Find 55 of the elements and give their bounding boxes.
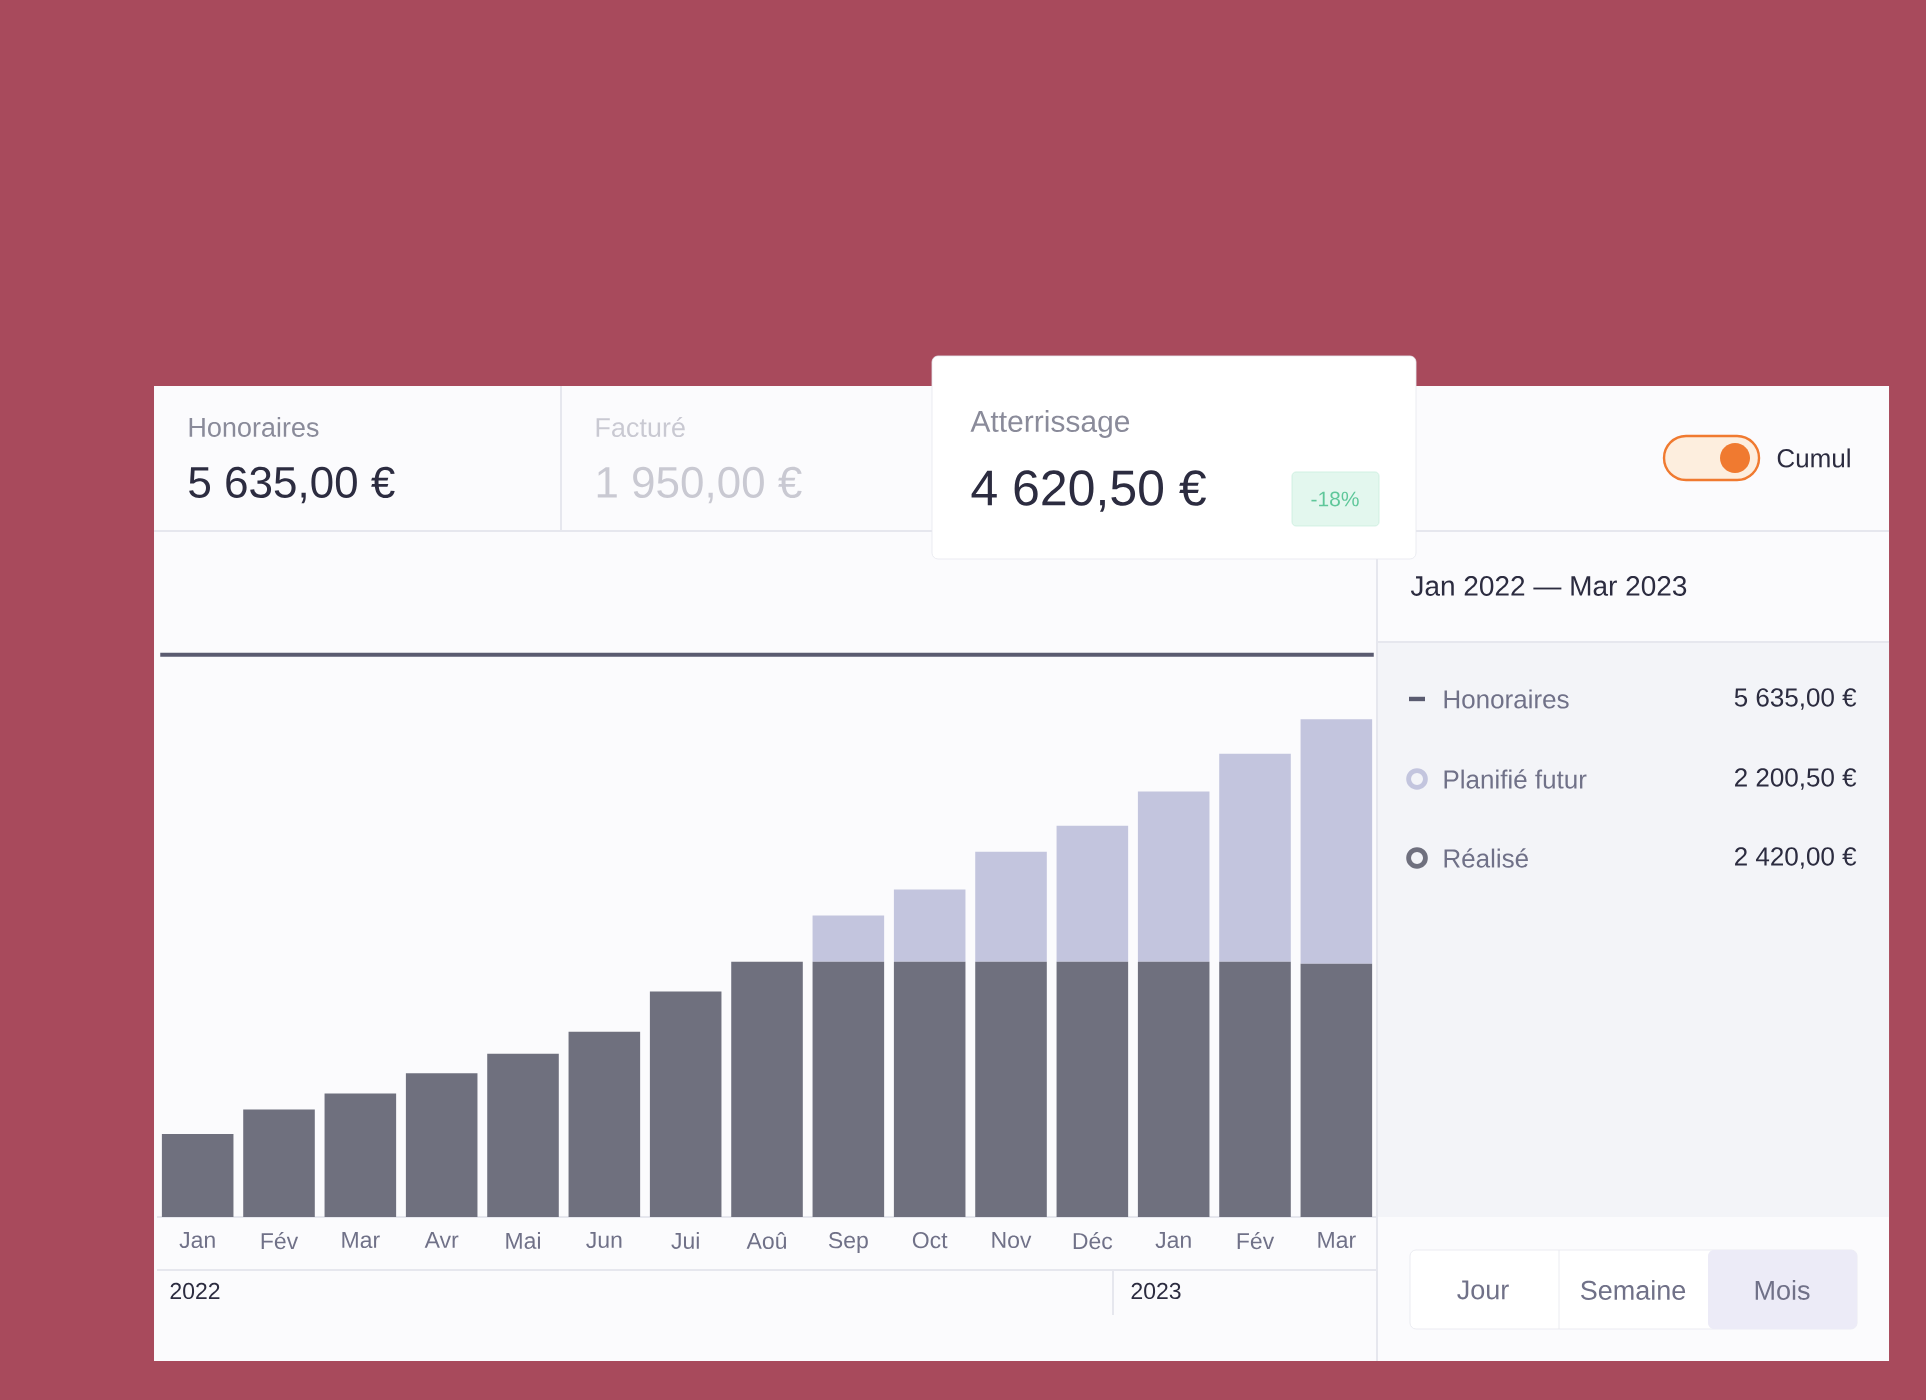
text: 2 200,50 € [1735,768,1857,790]
bar [1137,791,1210,962]
text: 2022 [170,1282,220,1300]
x-tick-label: Avr [424,1232,459,1248]
x-tick-label: Fév [1237,1232,1275,1250]
text: 5 635,00 € [189,466,395,504]
x-tick-label: Sep [828,1232,868,1253]
bar [975,851,1047,962]
text: -18% [1311,491,1359,507]
x-tick-label: Mar [342,1232,380,1249]
bar [324,1093,397,1217]
text: Atterrissage [970,410,1130,438]
bar [568,1031,641,1217]
bar [975,961,1047,1217]
text: Jan 2022 — Mar 2023 [1410,576,1687,596]
text: Jour [1457,1280,1509,1300]
x-tick-label: Mar [1318,1232,1356,1249]
bar [893,889,966,962]
legend-label: Planifié futur [1444,769,1587,789]
x-tick-label: Fév [261,1232,299,1250]
text: Cumul [1777,448,1850,468]
bar [1056,961,1129,1217]
bar [243,1109,315,1217]
x-tick-label: Jan [1155,1232,1191,1249]
x-tick-label: Jui [671,1232,699,1249]
text: 2 420,00 € [1735,847,1857,869]
text: 5 635,00 € [1734,688,1857,710]
text: Honoraires [189,417,319,437]
x-tick-label: Oct [912,1232,948,1249]
text: 2023 [1131,1282,1181,1300]
text: Semaine [1580,1280,1686,1300]
legend-label: Honoraires [1444,689,1569,709]
bar [812,961,885,1217]
x-tick-label: Nov [992,1232,1032,1249]
bar [1219,753,1291,962]
bar [405,1073,478,1217]
legend-label: Réalisé [1444,848,1528,868]
bar [649,991,722,1217]
bar [731,961,803,1217]
x-tick-label: Jan [179,1232,215,1249]
bar [487,1053,559,1217]
bar [1056,825,1129,962]
text: 4 620,50 € [971,470,1206,512]
bar [1219,961,1291,1217]
bar [1300,963,1373,1217]
text: Mois [1755,1280,1810,1300]
x-tick-label: Déc [1073,1232,1113,1250]
bar [893,961,966,1217]
x-tick-label: Aoû [746,1232,786,1250]
bar [1137,961,1210,1217]
bar [161,1133,234,1217]
bar [1300,719,1373,964]
x-tick-label: Jun [586,1232,622,1249]
x-tick-label: Mai [506,1232,540,1249]
bar [812,915,885,962]
